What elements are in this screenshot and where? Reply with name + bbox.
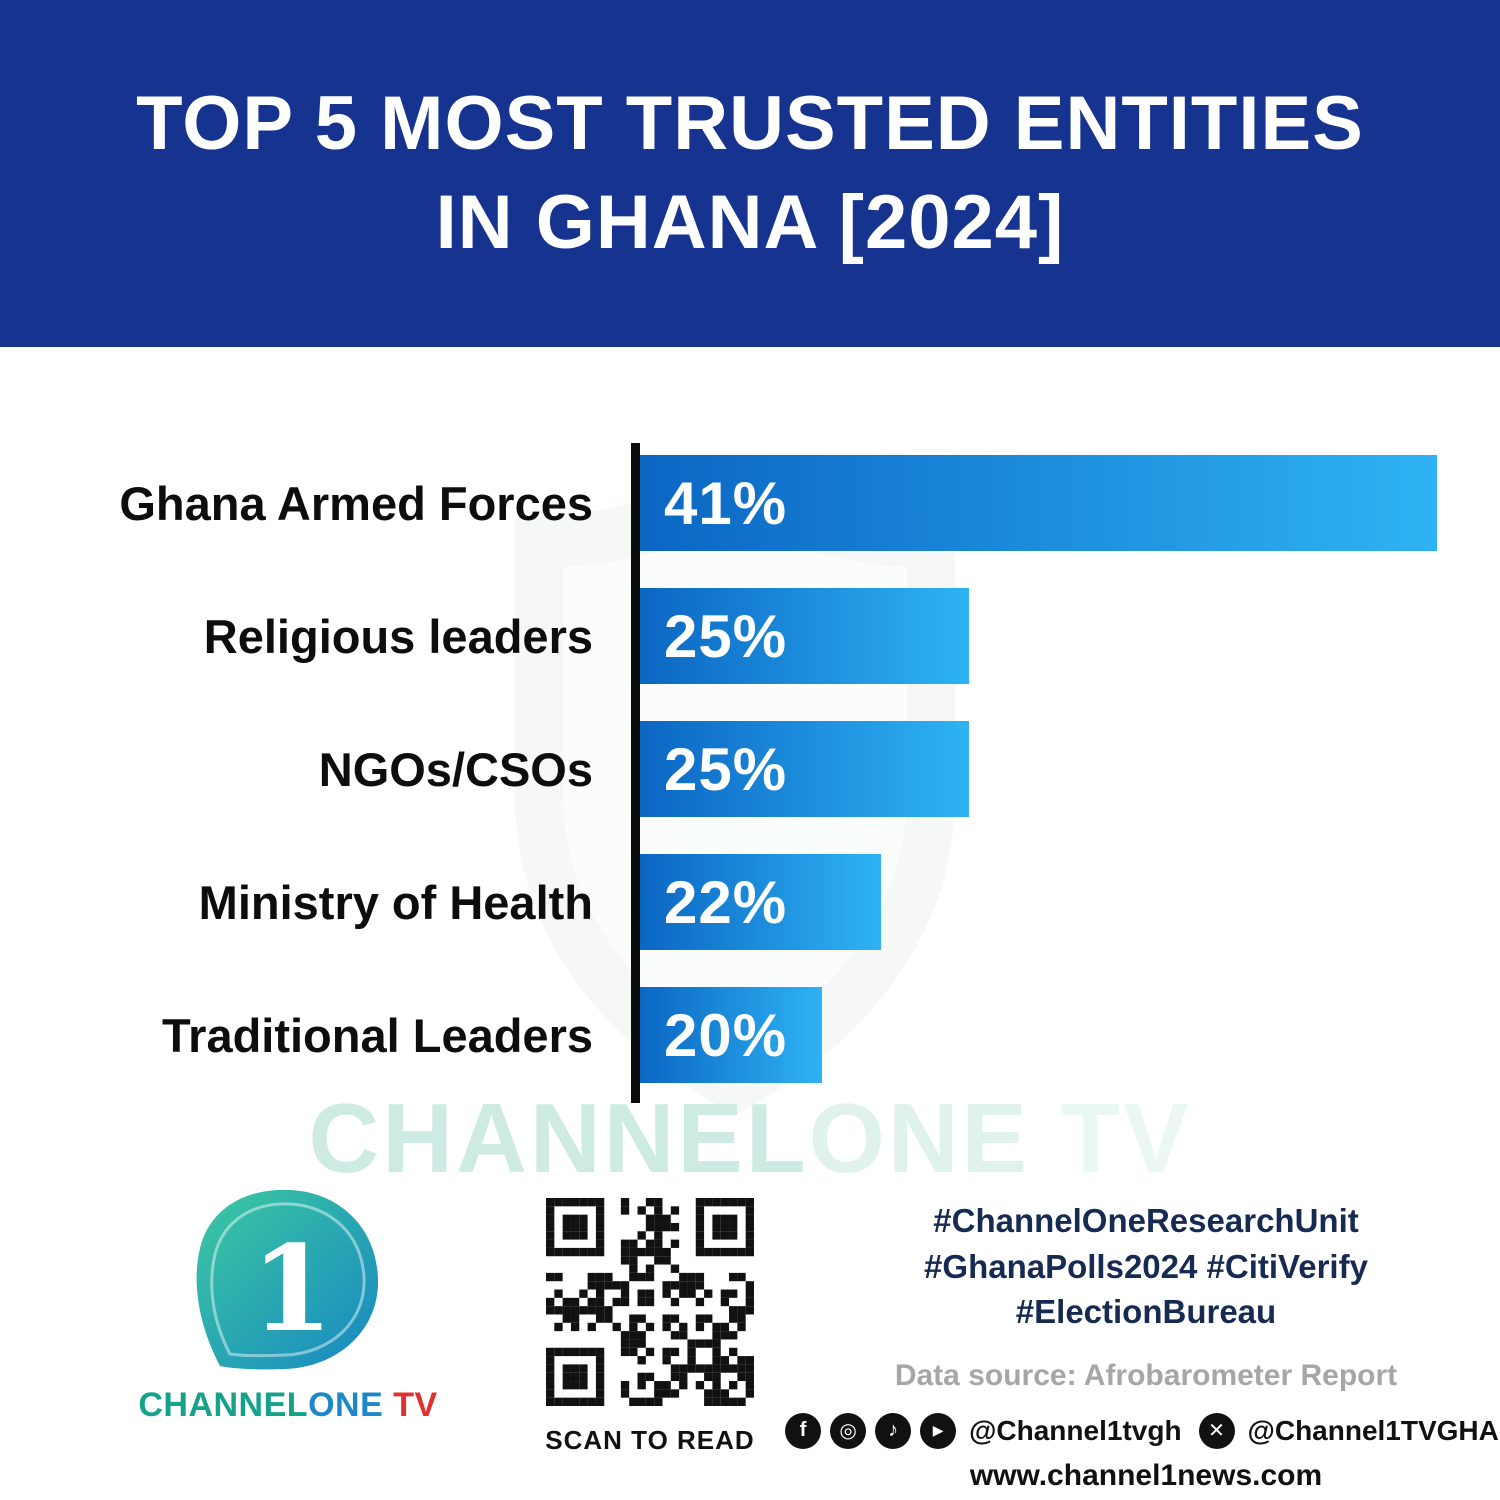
bar-row-religious-leaders: Religious leaders 25% [0, 588, 1500, 684]
instagram-icon: ◎ [830, 1412, 867, 1449]
bar-ghana-armed-forces: 41% [640, 455, 1438, 551]
channel-one-logo-icon: 1 [196, 1189, 379, 1370]
wordmark-channel: CHANNEL [138, 1386, 309, 1424]
watermark-part-2: ONE [808, 1083, 1030, 1193]
bar-traditional-leaders: 20% [640, 987, 823, 1083]
hashtag-line-2: #GhanaPolls2024 #CitiVerify [924, 1247, 1368, 1285]
svg-text:1: 1 [251, 1219, 333, 1358]
bar-track: 22% [631, 854, 1500, 950]
bar-row-ngos-csos: NGOs/CSOs 25% [0, 721, 1500, 817]
bar-row-traditional-leaders: Traditional Leaders 20% [0, 987, 1500, 1083]
bar-track: 20% [631, 987, 1500, 1083]
qr-caption: SCAN TO READ [545, 1425, 755, 1455]
bar-chart: Ghana Armed Forces 41% Religious leaders… [0, 443, 1500, 1120]
value-label-religious-leaders: 25% [664, 602, 788, 670]
bar-track: 41% [631, 455, 1500, 551]
footer-meta: #ChannelOneResearchUnit #GhanaPolls2024 … [785, 1198, 1499, 1493]
page-title: TOP 5 MOST TRUSTED ENTITIES IN GHANA [20… [136, 75, 1364, 273]
wordmark-tv: TV [383, 1386, 438, 1424]
title-line-2: IN GHANA [2024] [435, 179, 1065, 265]
tiktok-icon: ♪ [875, 1412, 912, 1449]
watermark-part-1: CHANNEL [308, 1083, 809, 1193]
value-label-traditional-leaders: 20% [664, 1001, 788, 1069]
header-band: TOP 5 MOST TRUSTED ENTITIES IN GHANA [20… [0, 0, 1500, 347]
value-label-ngos-csos: 25% [664, 735, 788, 803]
bar-ngos-csos: 25% [640, 721, 969, 817]
bar-row-ghana-armed-forces: Ghana Armed Forces 41% [0, 455, 1500, 551]
social-row: f ◎ ♪ ▶ @Channel1tvgh ✕ @Channel1TVGHA [785, 1412, 1499, 1449]
data-source: Data source: Afrobarometer Report [894, 1358, 1398, 1392]
qr-block: SCAN TO READ [540, 1198, 760, 1456]
category-label-traditional-leaders: Traditional Leaders [162, 1008, 593, 1062]
bar-track: 25% [631, 721, 1500, 817]
category-label-religious-leaders: Religious leaders [203, 609, 593, 663]
social-handle-x: @Channel1TVGHA [1247, 1414, 1499, 1446]
value-label-ministry-of-health: 22% [664, 868, 788, 936]
youtube-icon: ▶ [920, 1412, 957, 1449]
channel-one-wordmark: CHANNELONE TV [128, 1386, 448, 1425]
title-line-1: TOP 5 MOST TRUSTED ENTITIES [136, 80, 1364, 166]
bar-religious-leaders: 25% [640, 588, 969, 684]
social-handle-main: @Channel1tvgh [969, 1414, 1182, 1446]
value-label-ghana-armed-forces: 41% [664, 469, 788, 537]
bar-ministry-of-health: 22% [640, 854, 881, 950]
bar-row-ministry-of-health: Ministry of Health 22% [0, 854, 1500, 950]
channel-one-text-watermark: CHANNELONE TV [0, 1082, 1500, 1195]
watermark-part-3: TV [1030, 1083, 1192, 1193]
hashtags: #ChannelOneResearchUnit #GhanaPolls2024 … [856, 1198, 1436, 1335]
category-label-ministry-of-health: Ministry of Health [198, 875, 593, 929]
wordmark-one: ONE [308, 1386, 384, 1424]
hashtag-line-1: #ChannelOneResearchUnit [933, 1202, 1359, 1239]
x-icon: ✕ [1198, 1412, 1235, 1449]
channel-one-logo-block: 1 CHANNELONE TV [128, 1182, 448, 1425]
facebook-icon: f [785, 1412, 822, 1449]
category-label-ghana-armed-forces: Ghana Armed Forces [119, 476, 593, 530]
hashtag-line-3: #ElectionBureau [1015, 1293, 1277, 1331]
bar-track: 25% [631, 588, 1500, 684]
website-url: www.channel1news.com [969, 1458, 1323, 1492]
qr-code [546, 1198, 754, 1406]
category-label-ngos-csos: NGOs/CSOs [318, 742, 593, 796]
y-axis-line [631, 443, 640, 1103]
